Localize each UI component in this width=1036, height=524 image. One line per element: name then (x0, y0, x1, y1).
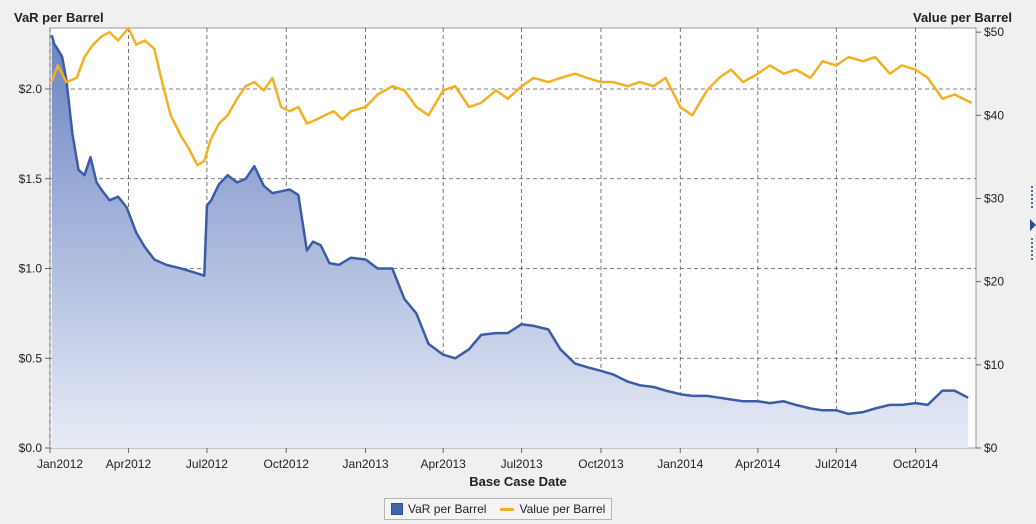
x-axis-title: Base Case Date (469, 474, 567, 489)
legend-swatch-var (391, 503, 403, 515)
x-tick-label: Jan2014 (657, 457, 703, 471)
x-tick-label: Oct2012 (264, 457, 310, 471)
x-tick-label: Jan2012 (37, 457, 83, 471)
x-tick-label: Jul2013 (501, 457, 543, 471)
legend-label-var: VaR per Barrel (408, 502, 487, 516)
left-axis-ticks: $0.0 $0.5 $1.0 $1.5 $2.0 (19, 82, 50, 455)
x-tick-label: Jul2014 (815, 457, 857, 471)
value-line (50, 26, 973, 167)
x-tick-label: Apr2013 (420, 457, 466, 471)
y-right-tick-label: $0 (984, 441, 998, 455)
right-axis-title: Value per Barrel (913, 10, 1012, 25)
var-line (50, 34, 969, 416)
var-area-fill (51, 35, 969, 448)
x-axis-ticks: Jan2012 Apr2012 Jul2012 Oct2012 Jan2013 Apr20… (37, 448, 939, 471)
y-right-tick-label: $30 (984, 191, 1004, 205)
legend-item-value[interactable]: Value per Barrel (500, 502, 605, 516)
y-right-tick-label: $20 (984, 275, 1004, 289)
legend-label-value: Value per Barrel (519, 502, 606, 516)
x-tick-label: Jan2013 (343, 457, 389, 471)
x-tick-label: Apr2012 (106, 457, 152, 471)
x-tick-label: Apr2014 (735, 457, 781, 471)
series-group (50, 26, 973, 448)
legend: VaR per Barrel Value per Barrel (384, 498, 613, 520)
y-left-tick-label: $1.0 (19, 262, 43, 276)
left-axis-title: VaR per Barrel (14, 10, 104, 25)
panel-collapse-handle[interactable] (1028, 186, 1036, 266)
x-tick-label: Jul2012 (186, 457, 228, 471)
y-left-tick-label: $1.5 (19, 172, 43, 186)
grip-dots-icon (1031, 186, 1033, 208)
y-left-tick-label: $0.0 (19, 441, 43, 455)
y-left-tick-label: $0.5 (19, 351, 43, 365)
y-left-tick-label: $2.0 (19, 82, 43, 96)
y-right-tick-label: $50 (984, 25, 1004, 39)
y-right-tick-label: $10 (984, 358, 1004, 372)
right-axis-ticks: $0 $10 $20 $30 $40 $50 (976, 25, 1004, 455)
legend-swatch-value (500, 507, 515, 511)
legend-item-var[interactable]: VaR per Barrel (391, 502, 486, 516)
x-tick-label: Oct2014 (893, 457, 939, 471)
grip-dots-icon (1031, 238, 1033, 260)
x-tick-label: Oct2013 (578, 457, 624, 471)
y-right-tick-label: $40 (984, 108, 1004, 122)
collapse-arrow-icon (1030, 219, 1036, 231)
